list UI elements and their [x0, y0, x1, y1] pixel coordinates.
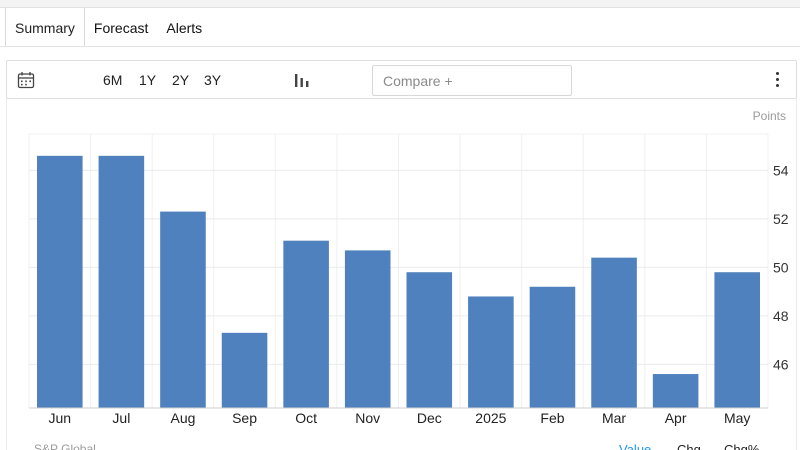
x-tick-label: May	[724, 410, 750, 426]
y-tick-label: 54	[773, 162, 789, 178]
bar-sep	[221, 332, 268, 408]
bar-jul	[98, 155, 145, 408]
bar-chart-icon[interactable]	[294, 72, 310, 88]
x-tick-label: Aug	[170, 410, 195, 426]
tab-bar: Summary Forecast Alerts	[5, 8, 211, 47]
tabs-divider	[0, 46, 800, 47]
range-3y-button[interactable]: 3Y	[204, 72, 222, 88]
y-tick-label: 48	[773, 308, 789, 324]
x-tick-label: Apr	[665, 410, 687, 426]
range-2y-button[interactable]: 2Y	[172, 72, 190, 88]
chart-toolbar: 6M 1Y 2Y 3Y	[6, 60, 797, 99]
x-tick-label: Sep	[232, 410, 257, 426]
x-tick-label: Mar	[602, 410, 626, 426]
vertical-dots-icon[interactable]	[772, 72, 782, 90]
data-source-label: S&P Global	[34, 442, 96, 450]
x-tick-label: Nov	[355, 410, 380, 426]
bar-apr	[652, 374, 699, 408]
x-tick-label: 2025	[475, 410, 506, 426]
calendar-icon[interactable]	[17, 71, 35, 89]
change-button[interactable]: Chg	[677, 442, 701, 450]
bar-2025	[468, 296, 514, 408]
y-tick-label: 46	[773, 356, 789, 372]
tab-alerts[interactable]: Alerts	[166, 19, 203, 36]
top-strip	[0, 0, 800, 8]
bar-oct	[283, 240, 329, 408]
value-button[interactable]: Value	[619, 442, 652, 450]
bar-mar	[591, 257, 637, 408]
x-tick-label: Oct	[295, 410, 317, 426]
y-tick-label: 50	[773, 259, 789, 275]
chart-area: 46 48 50 52 54 Points Jun Jul Aug Sep Oct Nov Dec 202…	[6, 99, 797, 450]
tab-summary[interactable]: Summary	[5, 8, 85, 47]
bar-may	[714, 272, 760, 408]
x-tick-label: Feb	[540, 410, 564, 426]
range-6m-button[interactable]: 6M	[103, 72, 123, 88]
x-tick-label: Jun	[49, 410, 72, 426]
bar-dec	[406, 272, 453, 408]
bar-jun	[37, 155, 83, 408]
unit-label: Points	[753, 109, 786, 123]
range-1y-button[interactable]: 1Y	[139, 72, 157, 88]
x-tick-label: Jul	[112, 410, 130, 426]
bar-feb	[529, 286, 576, 408]
compare-input[interactable]	[372, 65, 572, 96]
change-percent-button[interactable]: Chg%	[724, 442, 760, 450]
bar-nov	[344, 250, 391, 408]
bar-aug	[160, 211, 206, 408]
tab-forecast[interactable]: Forecast	[93, 19, 149, 36]
x-tick-label: Dec	[417, 410, 442, 426]
bar-chart: 46 48 50 52 54 Points Jun Jul Aug Sep Oct Nov Dec 202…	[28, 109, 789, 426]
y-tick-label: 52	[773, 211, 789, 227]
